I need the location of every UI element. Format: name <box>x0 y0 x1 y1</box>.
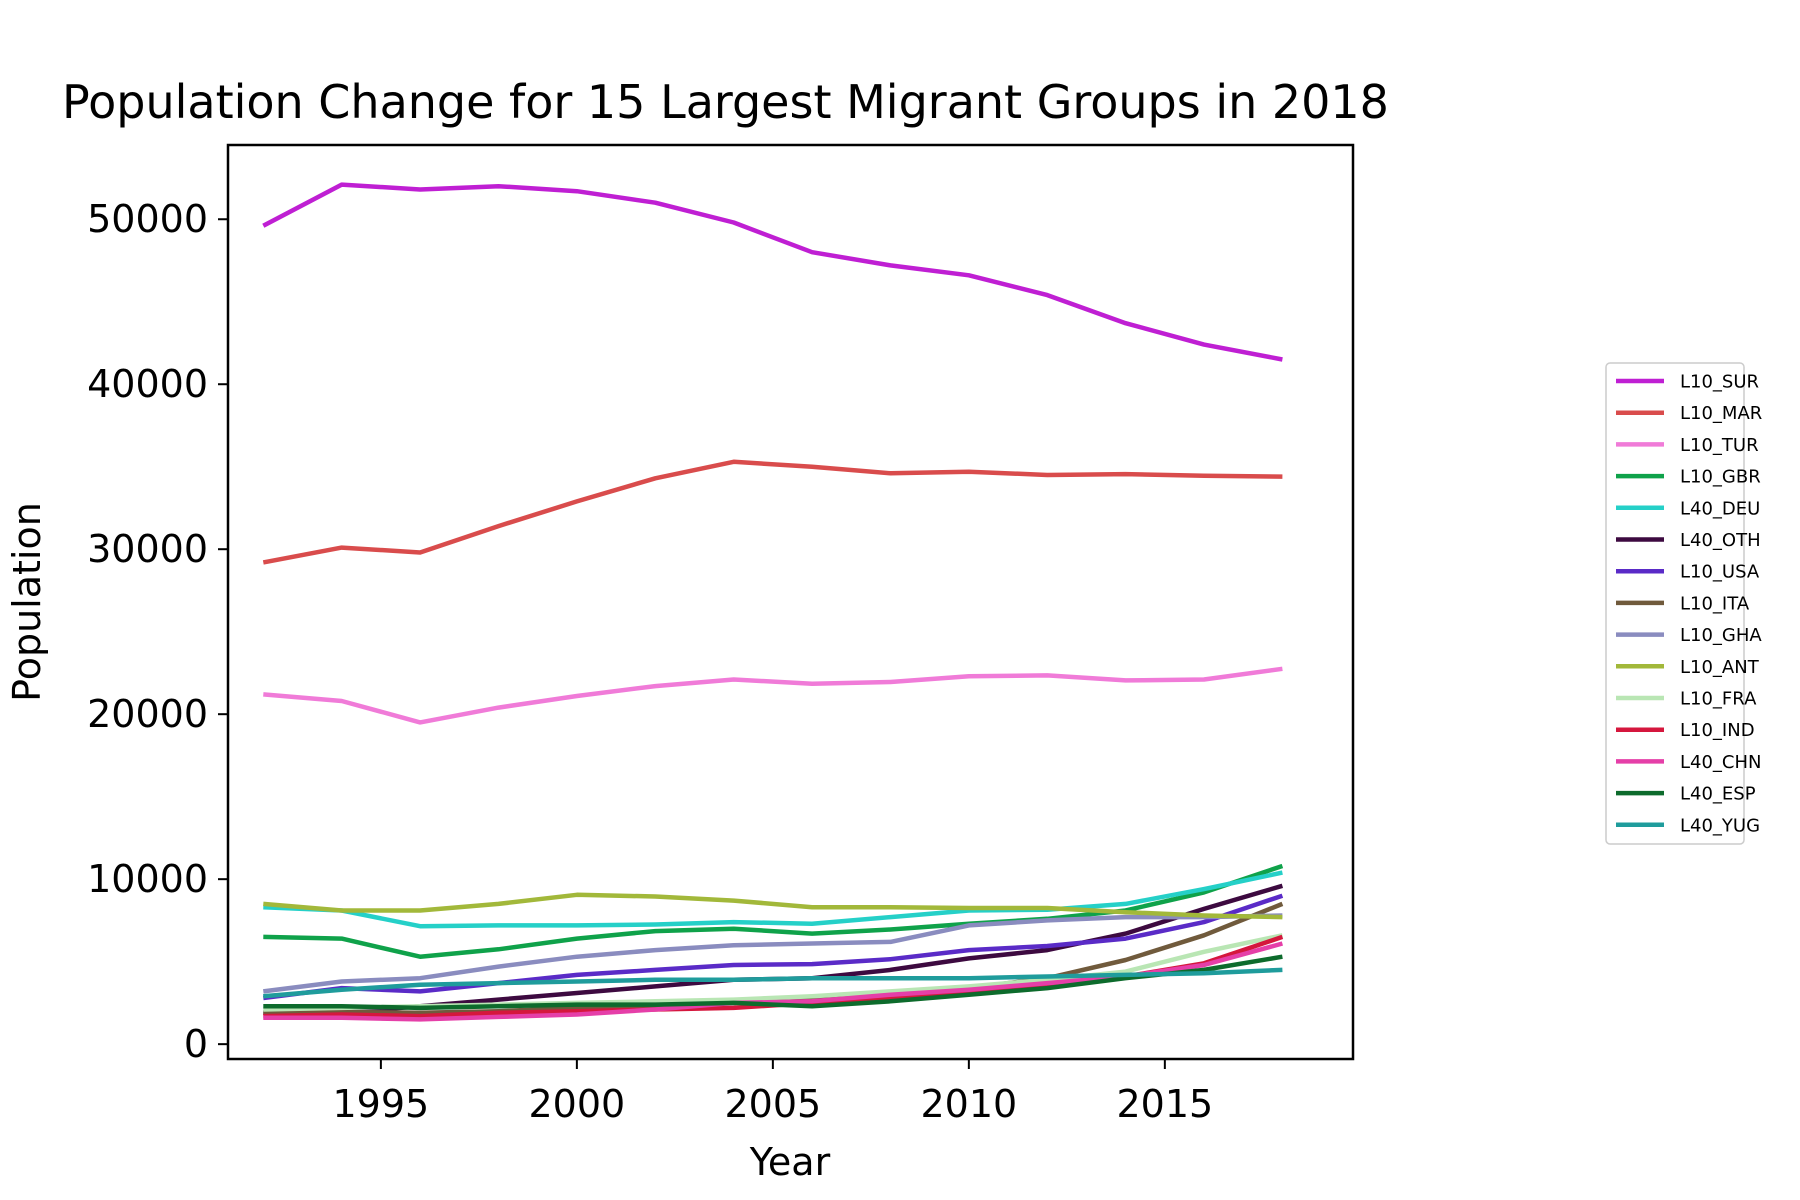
legend-label: L40_ESP <box>1680 784 1756 805</box>
legend-frame <box>1605 362 1745 845</box>
legend-item-l10-mar: L10_MAR <box>1616 403 1762 424</box>
y-axis-label: Population <box>5 502 49 702</box>
legend-item-l40-chn: L40_CHN <box>1616 752 1762 773</box>
x-axis: 1995 2000 2005 2010 2015 <box>333 1059 1213 1126</box>
series-line-l10-mar <box>262 459 1283 565</box>
series-line-l10-tur <box>263 666 1283 725</box>
y-tick-label: 0 <box>184 1022 208 1066</box>
plot-area: 1995 2000 2005 2010 2015 0 10000 20000 30000 400… <box>87 143 1355 1126</box>
chart-title: Population Change for 15 Largest Migrant… <box>62 75 1389 129</box>
legend-label: L10_GHA <box>1680 625 1762 646</box>
series-line-l10-ant <box>263 892 1283 920</box>
x-tick-label: 2015 <box>1116 1082 1213 1126</box>
legend-item-l40-esp: L40_ESP <box>1616 784 1756 805</box>
legend-label: L10_USA <box>1680 562 1760 583</box>
legend: L10_SUR L10_MAR L10_TUR L10_GBR L40_DEU L40_O… <box>1605 362 1762 845</box>
legend-item-l40-oth: L40_OTH <box>1616 530 1761 551</box>
legend-label: L10_GBR <box>1680 467 1761 488</box>
legend-label: L10_MAR <box>1680 403 1762 424</box>
legend-label: L40_YUG <box>1680 815 1760 836</box>
legend-label: L40_DEU <box>1680 498 1760 519</box>
series-line-l40-deu <box>263 870 1283 929</box>
x-axis-label: Year <box>749 1140 831 1184</box>
legend-item-l10-ind: L10_IND <box>1616 720 1755 741</box>
legend-item-l40-yug: L40_YUG <box>1616 815 1760 836</box>
y-tick-label: 50000 <box>87 197 208 241</box>
series-line-l40-yug <box>263 967 1283 999</box>
legend-item-l10-usa: L10_USA <box>1616 562 1760 583</box>
legend-items: L10_SUR L10_MAR L10_TUR L10_GBR L40_DEU L40_O… <box>1616 372 1762 836</box>
y-tick-label: 10000 <box>87 857 208 901</box>
series-group <box>262 182 1284 1022</box>
series-line-l10-usa <box>263 893 1284 1001</box>
legend-item-l40-deu: L40_DEU <box>1616 498 1760 519</box>
series-line-l10-sur <box>262 182 1283 362</box>
legend-item-l10-fra: L10_FRA <box>1616 689 1757 710</box>
legend-label: L10_FRA <box>1680 689 1757 710</box>
y-tick-label: 20000 <box>87 692 208 736</box>
legend-item-l10-gha: L10_GHA <box>1616 625 1762 646</box>
legend-label: L40_OTH <box>1680 530 1761 551</box>
legend-item-l10-gbr: L10_GBR <box>1616 467 1761 488</box>
x-tick-label: 1995 <box>333 1082 430 1126</box>
legend-label: L10_TUR <box>1680 435 1759 456</box>
legend-item-l10-sur: L10_SUR <box>1616 372 1759 393</box>
legend-item-l10-ant: L10_ANT <box>1616 657 1760 678</box>
x-tick-label: 2005 <box>725 1082 822 1126</box>
legend-label: L10_ITA <box>1680 593 1750 614</box>
y-tick-label: 30000 <box>87 527 208 571</box>
legend-label: L40_CHN <box>1680 752 1762 773</box>
legend-item-l10-ita: L10_ITA <box>1616 593 1750 614</box>
legend-label: L10_SUR <box>1680 372 1759 393</box>
y-axis: 0 10000 20000 30000 40000 50000 <box>87 197 228 1066</box>
series-line-l40-esp <box>263 954 1283 1011</box>
x-tick-label: 2000 <box>529 1082 626 1126</box>
legend-label: L10_ANT <box>1680 657 1760 678</box>
x-tick-label: 2010 <box>920 1082 1017 1126</box>
legend-item-l10-tur: L10_TUR <box>1616 435 1759 456</box>
legend-label: L10_IND <box>1680 720 1755 741</box>
y-tick-label: 40000 <box>87 362 208 406</box>
series-line-l10-gha <box>263 913 1283 994</box>
plot-frame <box>226 143 1355 1061</box>
